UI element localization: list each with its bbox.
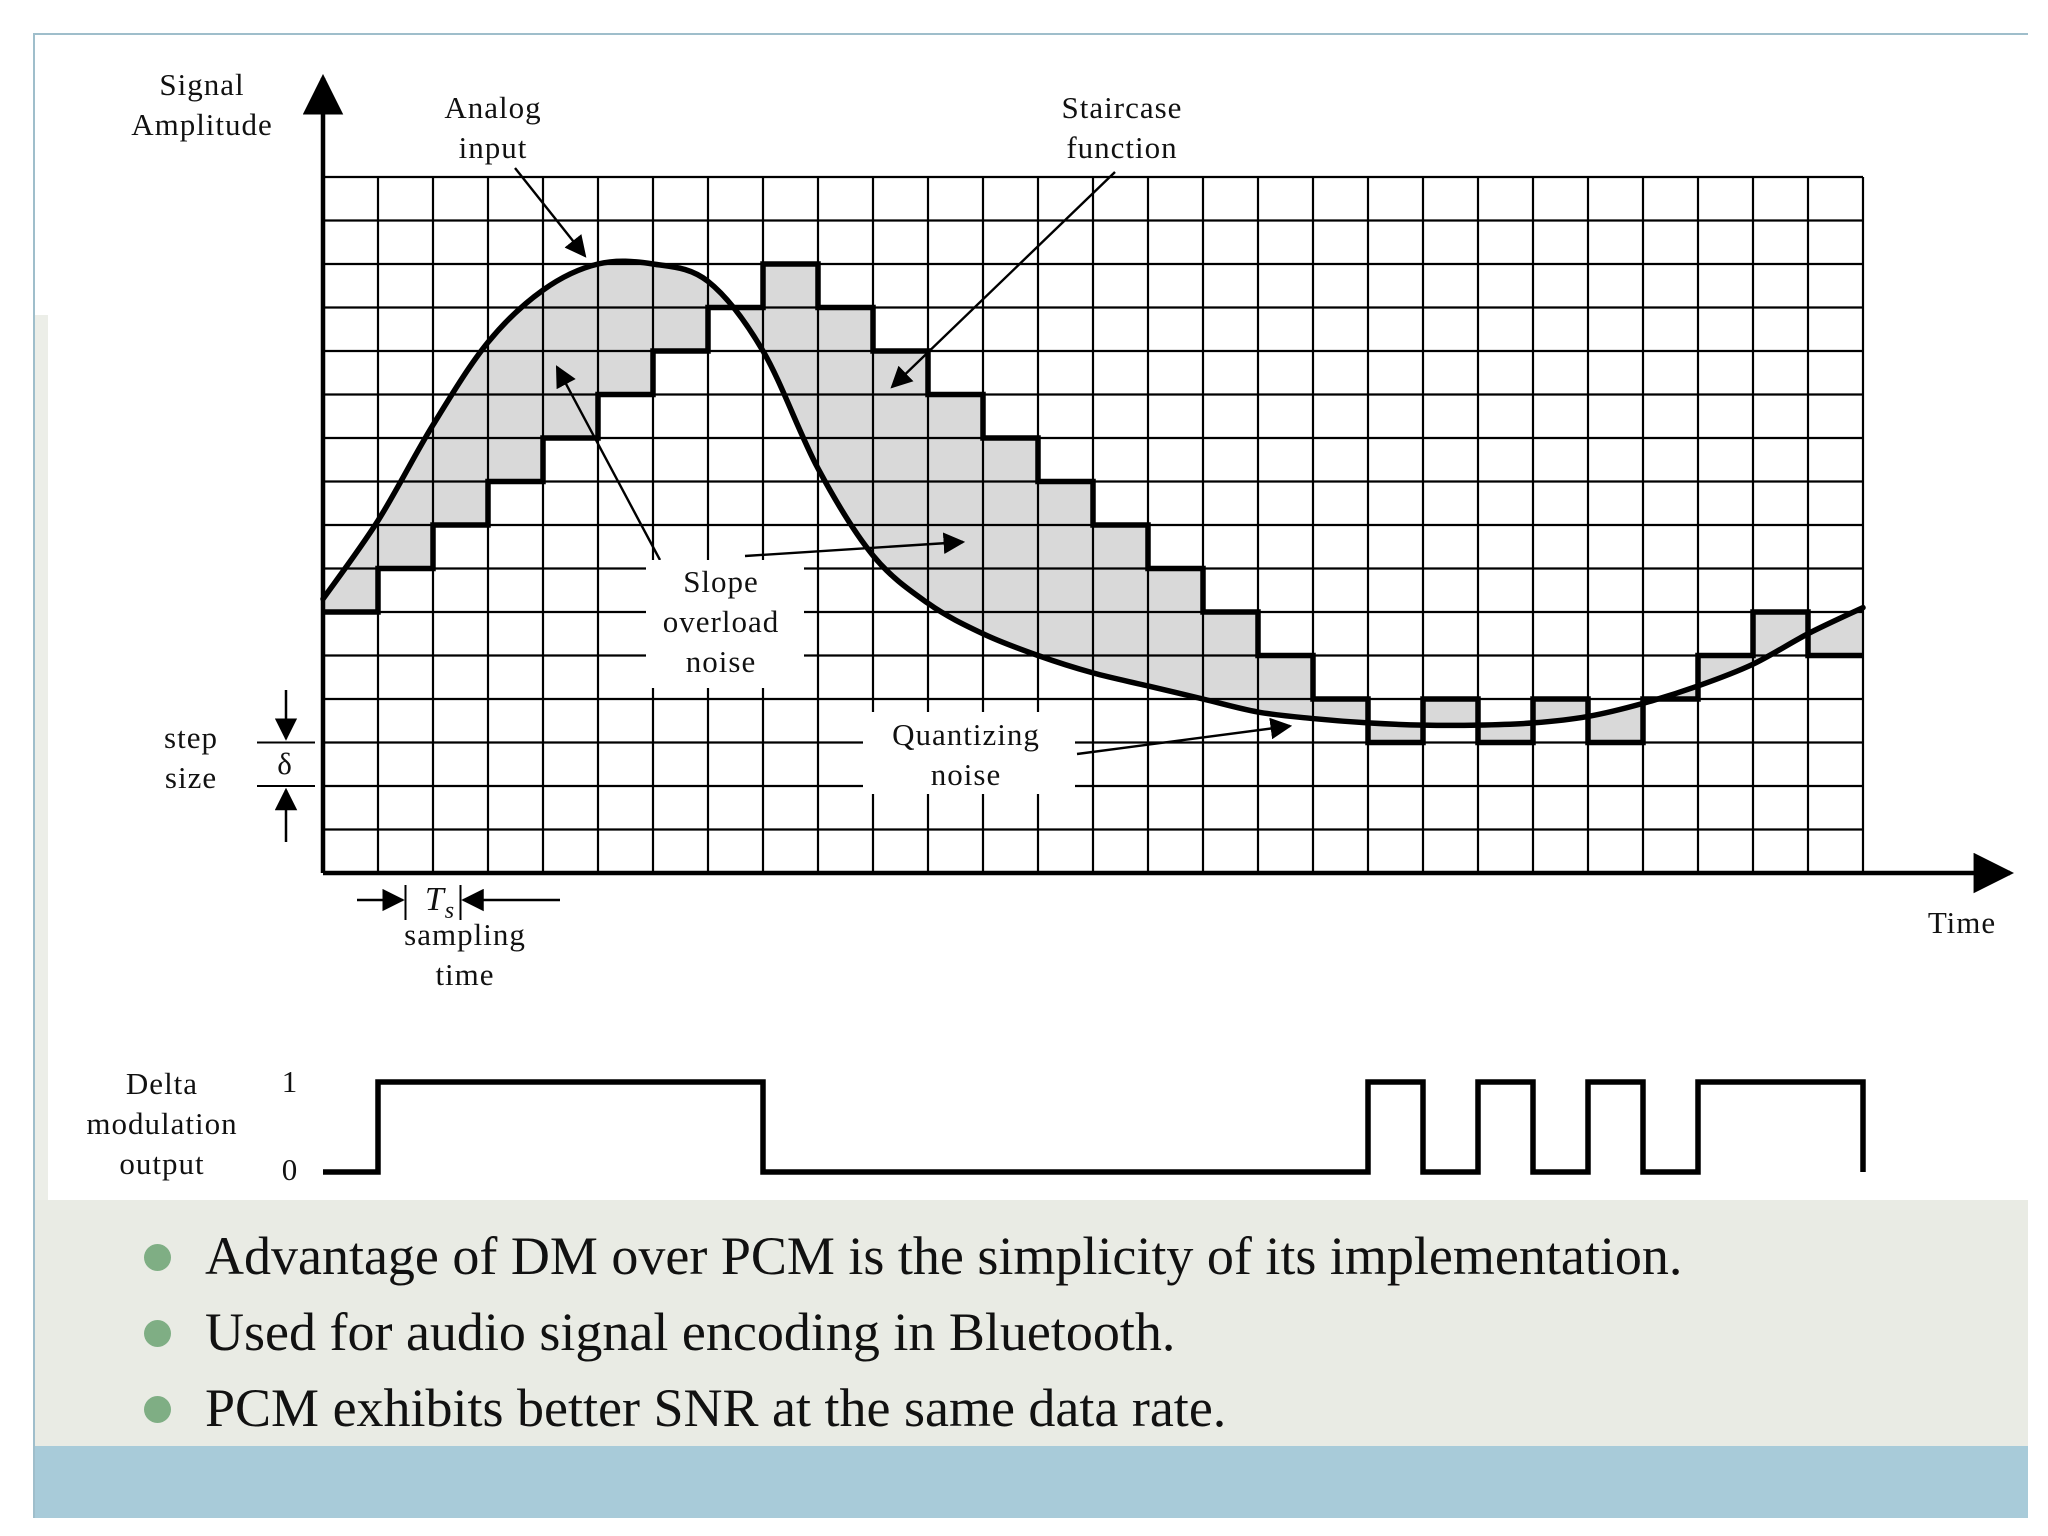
ts-symbol: Ts [425, 881, 455, 924]
bullet-dot-icon [144, 1244, 171, 1271]
bullet-text: Used for audio signal encoding in Blueto… [205, 1302, 1176, 1362]
dm-label-line1: Delta [126, 1066, 198, 1101]
quant-label-mask [863, 712, 1075, 794]
slope-pointer-left [555, 365, 662, 561]
bullet-dot-icon [144, 1320, 171, 1347]
staircase-label-line2: function [1066, 130, 1177, 165]
dm-level-high: 1 [282, 1064, 299, 1099]
bullet-dot-icon [144, 1396, 171, 1423]
analog-input-label-line1: Analog [444, 90, 541, 125]
y-axis-label-line2: Amplitude [131, 107, 273, 142]
bullet-text: Advantage of DM over PCM is the simplici… [205, 1226, 1683, 1286]
y-axis-label-line1: Signal [159, 67, 244, 102]
dm-label-line2: modulation [86, 1106, 237, 1141]
dm-label-line3: output [119, 1146, 204, 1181]
quant-label-line2: noise [931, 757, 1001, 792]
bullet-item: PCM exhibits better SNR at the same data… [140, 1370, 1682, 1446]
bullet-text: PCM exhibits better SNR at the same data… [205, 1378, 1227, 1438]
x-axis-label: Time [1928, 905, 1996, 940]
bullet-item: Used for audio signal encoding in Blueto… [140, 1294, 1682, 1370]
sampling-label-line2: time [435, 957, 494, 992]
staircase-label-line1: Staircase [1062, 90, 1183, 125]
analog-input-label-line2: input [459, 130, 528, 165]
slope-label-mask [646, 560, 804, 688]
quant-label-line1: Quantizing [892, 717, 1040, 752]
bottom-bar [35, 1446, 2028, 1518]
bullet-panel [35, 1200, 2028, 1446]
callout-arrows [514, 167, 1293, 756]
bullet-list: Advantage of DM over PCM is the simplici… [140, 1218, 1682, 1446]
dm-output-waveform [323, 1079, 1866, 1175]
staircase-function [323, 261, 1863, 746]
step-size-label-line1: step [164, 720, 218, 755]
slope-label-line2: overload [663, 604, 779, 639]
sampling-label-line1: sampling [404, 917, 526, 952]
slide-frame [33, 33, 2028, 1518]
side-strip [35, 315, 48, 1200]
slope-label-line1: Slope [683, 564, 759, 599]
step-size-label-line2: size [165, 760, 217, 795]
bullet-item: Advantage of DM over PCM is the simplici… [140, 1218, 1682, 1294]
quant-pointer [1076, 717, 1293, 756]
analog-input-curve [320, 258, 1866, 729]
staircase-pointer [890, 171, 1116, 389]
delta-symbol: δ [277, 746, 293, 781]
slope-label-line3: noise [686, 644, 756, 679]
analog-input-pointer [514, 167, 587, 258]
slope-pointer-right [744, 532, 966, 558]
axes [257, 73, 2015, 920]
dm-level-low: 0 [282, 1152, 299, 1187]
